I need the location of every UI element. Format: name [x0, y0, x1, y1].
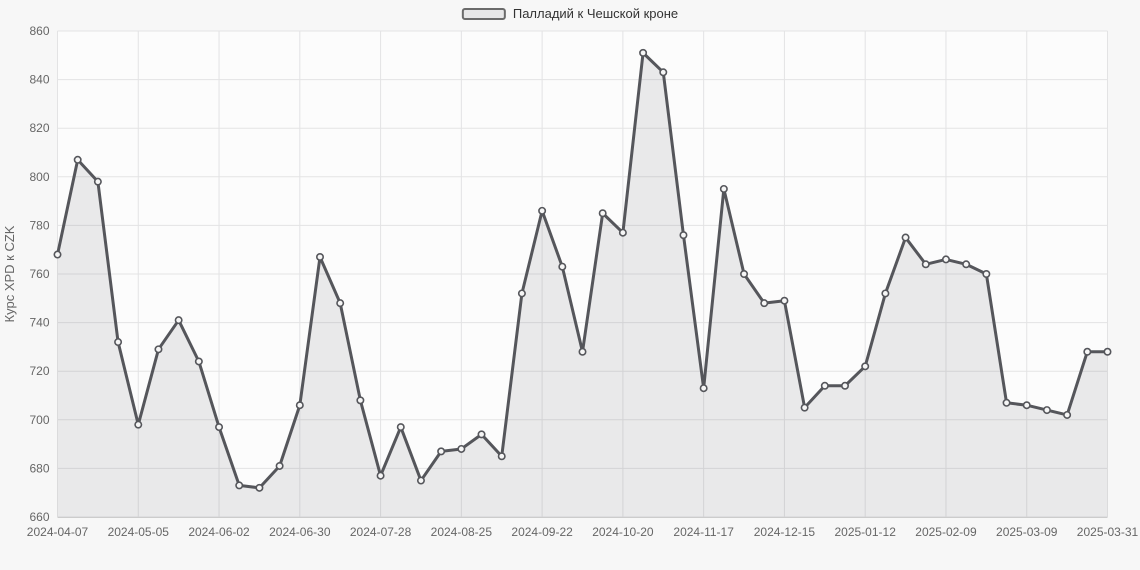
data-point-marker[interactable] [962, 260, 971, 269]
legend-item[interactable]: Палладий к Чешской кроне [461, 5, 679, 23]
data-point-marker[interactable] [396, 423, 405, 432]
data-point-marker[interactable] [275, 461, 284, 470]
series-markers [53, 48, 1112, 492]
y-axis-label: 720 [29, 364, 49, 378]
data-point-marker[interactable] [901, 233, 910, 242]
y-grid: 660 680 700 720 740 760 780 800 820 840 860 [29, 24, 1108, 524]
x-axis-label: 2024-08-25 [431, 525, 493, 539]
data-point-marker[interactable] [1002, 398, 1011, 407]
data-point-marker[interactable] [881, 289, 890, 298]
y-axis-label: 840 [29, 73, 49, 87]
data-point-marker[interactable] [699, 384, 708, 393]
x-axis-label: 2024-11-17 [673, 525, 734, 539]
data-point-marker[interactable] [1042, 406, 1051, 415]
y-axis-label: 700 [29, 413, 49, 427]
data-point-marker[interactable] [53, 250, 62, 259]
x-axis-label: 2025-01-12 [834, 525, 896, 539]
data-point-marker[interactable] [598, 209, 607, 218]
x-axis-label: 2024-12-15 [754, 525, 816, 539]
data-point-marker[interactable] [679, 231, 688, 240]
data-point-marker[interactable] [255, 483, 264, 492]
y-axis-label: 680 [29, 461, 49, 475]
data-point-marker[interactable] [840, 381, 849, 390]
data-point-marker[interactable] [416, 476, 425, 485]
x-grid: 2024-04-07 2024-05-05 2024-06-02 2024-06-30… [27, 31, 1139, 539]
data-point-marker[interactable] [578, 347, 587, 356]
data-point-marker[interactable] [558, 262, 567, 271]
data-point-marker[interactable] [1083, 347, 1092, 356]
x-axis-label: 2024-10-20 [592, 525, 654, 539]
data-point-marker[interactable] [538, 206, 547, 215]
x-axis-label: 2024-04-07 [27, 525, 89, 539]
x-axis-label: 2024-09-22 [511, 525, 573, 539]
data-point-marker[interactable] [760, 299, 769, 308]
data-point-marker[interactable] [174, 316, 183, 325]
data-point-marker[interactable] [639, 48, 648, 57]
x-axis-label: 2024-07-28 [350, 525, 412, 539]
data-point-marker[interactable] [618, 228, 627, 237]
data-point-marker[interactable] [114, 338, 123, 347]
data-point-marker[interactable] [194, 357, 203, 366]
data-point-marker[interactable] [477, 430, 486, 439]
x-axis-label: 2024-06-30 [269, 525, 331, 539]
data-point-marker[interactable] [134, 420, 143, 429]
data-point-marker[interactable] [982, 269, 991, 278]
y-axis-label: 820 [29, 121, 49, 135]
data-point-marker[interactable] [659, 68, 668, 77]
data-point-marker[interactable] [93, 177, 102, 186]
y-axis-label: 780 [29, 218, 49, 232]
data-point-marker[interactable] [315, 252, 324, 261]
data-point-marker[interactable] [437, 447, 446, 456]
data-point-marker[interactable] [820, 381, 829, 390]
data-point-marker[interactable] [235, 481, 244, 490]
data-point-marker[interactable] [1103, 347, 1112, 356]
data-point-marker[interactable] [457, 444, 466, 453]
y-axis-label: 740 [29, 316, 49, 330]
data-point-marker[interactable] [719, 184, 728, 193]
data-point-marker[interactable] [517, 289, 526, 298]
data-point-marker[interactable] [154, 345, 163, 354]
data-point-marker[interactable] [921, 260, 930, 269]
series-area [57, 52, 1108, 518]
y-axis-label: 760 [29, 267, 49, 281]
x-axis-label: 2025-03-31 [1077, 525, 1139, 539]
x-axis-label: 2025-02-09 [915, 525, 977, 539]
data-point-marker[interactable] [941, 255, 950, 264]
data-point-marker[interactable] [376, 471, 385, 480]
x-axis-label: 2025-03-09 [996, 525, 1058, 539]
data-point-marker[interactable] [215, 423, 224, 432]
data-point-marker[interactable] [295, 401, 304, 410]
y-axis-label: 660 [29, 510, 49, 524]
y-axis-label: 800 [29, 170, 49, 184]
data-point-marker[interactable] [1022, 401, 1031, 410]
data-point-marker[interactable] [73, 155, 82, 164]
data-point-marker[interactable] [336, 299, 345, 308]
data-point-marker[interactable] [740, 269, 749, 278]
y-axis-label: 860 [29, 24, 49, 38]
y-axis-title: Курс XPD к CZK [2, 225, 17, 322]
data-point-marker[interactable] [861, 362, 870, 371]
data-point-marker[interactable] [800, 403, 809, 412]
data-point-marker[interactable] [1063, 410, 1072, 419]
legend-swatch-icon [461, 8, 506, 20]
data-point-marker[interactable] [780, 296, 789, 305]
data-point-marker[interactable] [497, 452, 506, 461]
legend-label: Палладий к Чешской кроне [512, 6, 679, 21]
x-axis-label: 2024-06-02 [188, 525, 250, 539]
x-axis-label: 2024-05-05 [108, 525, 170, 539]
data-point-marker[interactable] [356, 396, 365, 405]
